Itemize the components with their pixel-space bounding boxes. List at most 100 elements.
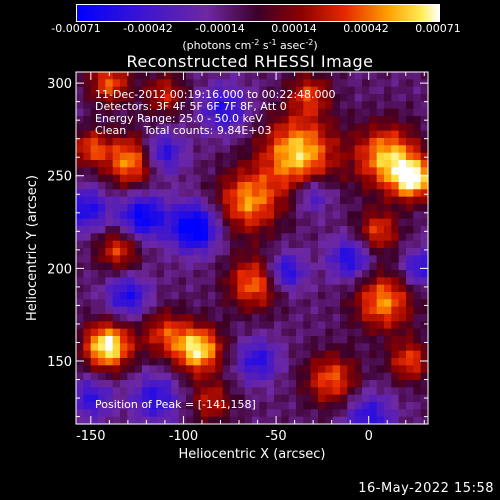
heatmap-cell: [200, 123, 209, 132]
heatmap-cell: [369, 152, 378, 161]
heatmap-cell: [142, 365, 150, 374]
heatmap-cell: [222, 343, 231, 352]
heatmap-cell: [112, 196, 121, 205]
heatmap-cell: [127, 233, 136, 242]
heatmap-cell: [384, 94, 392, 102]
heatmap-cell: [112, 167, 121, 176]
heatmap-cell: [332, 380, 341, 388]
heatmap-cell: [230, 306, 238, 315]
heatmap-cell: [362, 204, 370, 212]
heatmap-cell: [252, 365, 260, 374]
x-tick-label: -100: [169, 429, 199, 444]
heatmap-cell: [200, 299, 209, 308]
heatmap-cell: [266, 336, 275, 344]
heatmap-cell: [134, 138, 143, 146]
heatmap-cell: [318, 72, 326, 80]
heatmap-cell: [274, 365, 282, 374]
heatmap-cell: [274, 255, 282, 264]
heatmap-cell: [347, 402, 356, 410]
heatmap-cell: [303, 336, 312, 344]
heatmap-cell: [288, 299, 297, 308]
heatmap-cell: [303, 130, 312, 139]
heatmap-cell: [288, 380, 297, 388]
heatmap-cell: [120, 372, 128, 381]
heatmap-cell: [252, 79, 260, 88]
heatmap-cell: [369, 365, 378, 374]
heatmap-cell: [171, 402, 180, 410]
heatmap-cell: [237, 336, 246, 344]
heatmap-cell: [208, 270, 216, 278]
heatmap-cell: [230, 277, 238, 286]
heatmap-cell: [193, 189, 202, 198]
heatmap-cell: [332, 284, 341, 293]
heatmap-cell: [406, 277, 414, 286]
heatmap-cell: [186, 336, 194, 344]
heatmap-cell: [244, 174, 253, 183]
heatmap-cell: [420, 306, 429, 315]
heatmap-cell: [347, 182, 356, 190]
heatmap-cell: [215, 270, 224, 278]
heatmap-cell: [222, 240, 231, 249]
heatmap-cell: [127, 262, 136, 271]
heatmap-cell: [105, 226, 114, 234]
heatmap-cell: [420, 358, 429, 366]
heatmap-cell: [310, 248, 319, 256]
heatmap-cell: [406, 240, 414, 249]
heatmap-cell: [134, 167, 143, 176]
heatmap-cell: [259, 328, 268, 337]
heatmap-cell: [193, 387, 202, 396]
heatmap-cell: [164, 152, 172, 161]
heatmap-cell: [318, 284, 326, 293]
heatmap-cell: [112, 174, 121, 183]
heatmap-cell: [120, 394, 128, 403]
heatmap-cell: [164, 211, 172, 220]
annotation-energy-range: Energy Range: 25.0 - 50.0 keV: [95, 112, 263, 125]
heatmap-cell: [164, 394, 172, 403]
heatmap-cell: [318, 196, 326, 205]
heatmap-cell: [230, 174, 238, 183]
heatmap-cell: [347, 167, 356, 176]
heatmap-cell: [391, 336, 400, 344]
heatmap-cell: [98, 292, 106, 300]
heatmap-cell: [149, 409, 158, 418]
heatmap-cell: [142, 255, 150, 264]
heatmap-cell: [178, 101, 187, 110]
heatmap-cell: [369, 211, 378, 220]
heatmap-cell: [266, 167, 275, 176]
heatmap-cell: [142, 402, 150, 410]
heatmap-cell: [384, 343, 392, 352]
heatmap-cell: [208, 343, 216, 352]
heatmap-cell: [186, 277, 194, 286]
heatmap-cell: [303, 101, 312, 110]
heatmap-cell: [164, 402, 172, 410]
heatmap-cell: [200, 292, 209, 300]
heatmap-cell: [156, 292, 165, 300]
heatmap-cell: [98, 372, 106, 381]
heatmap-cell: [142, 94, 150, 102]
heatmap-cell: [384, 226, 392, 234]
heatmap-cell: [420, 226, 429, 234]
heatmap-cell: [391, 350, 400, 359]
heatmap-cell: [340, 372, 348, 381]
heatmap-cell: [171, 182, 180, 190]
heatmap-cell: [142, 211, 150, 220]
heatmap-cell: [391, 321, 400, 330]
heatmap-cell: [354, 248, 363, 256]
heatmap-cell: [398, 306, 407, 315]
heatmap-cell: [391, 79, 400, 88]
heatmap-cell: [281, 299, 290, 308]
heatmap-cell: [215, 152, 224, 161]
heatmap-cell: [252, 72, 260, 80]
heatmap-cell: [391, 152, 400, 161]
heatmap-cell: [296, 284, 304, 293]
heatmap-cell: [149, 196, 158, 205]
heatmap-cell: [288, 211, 297, 220]
heatmap-cell: [413, 72, 422, 80]
heatmap-cell: [398, 292, 407, 300]
heatmap-cell: [310, 116, 319, 124]
heatmap-cell: [156, 299, 165, 308]
heatmap-cell: [200, 130, 209, 139]
heatmap-cell: [237, 174, 246, 183]
heatmap-cell: [325, 72, 334, 80]
heatmap-cell: [230, 86, 238, 95]
